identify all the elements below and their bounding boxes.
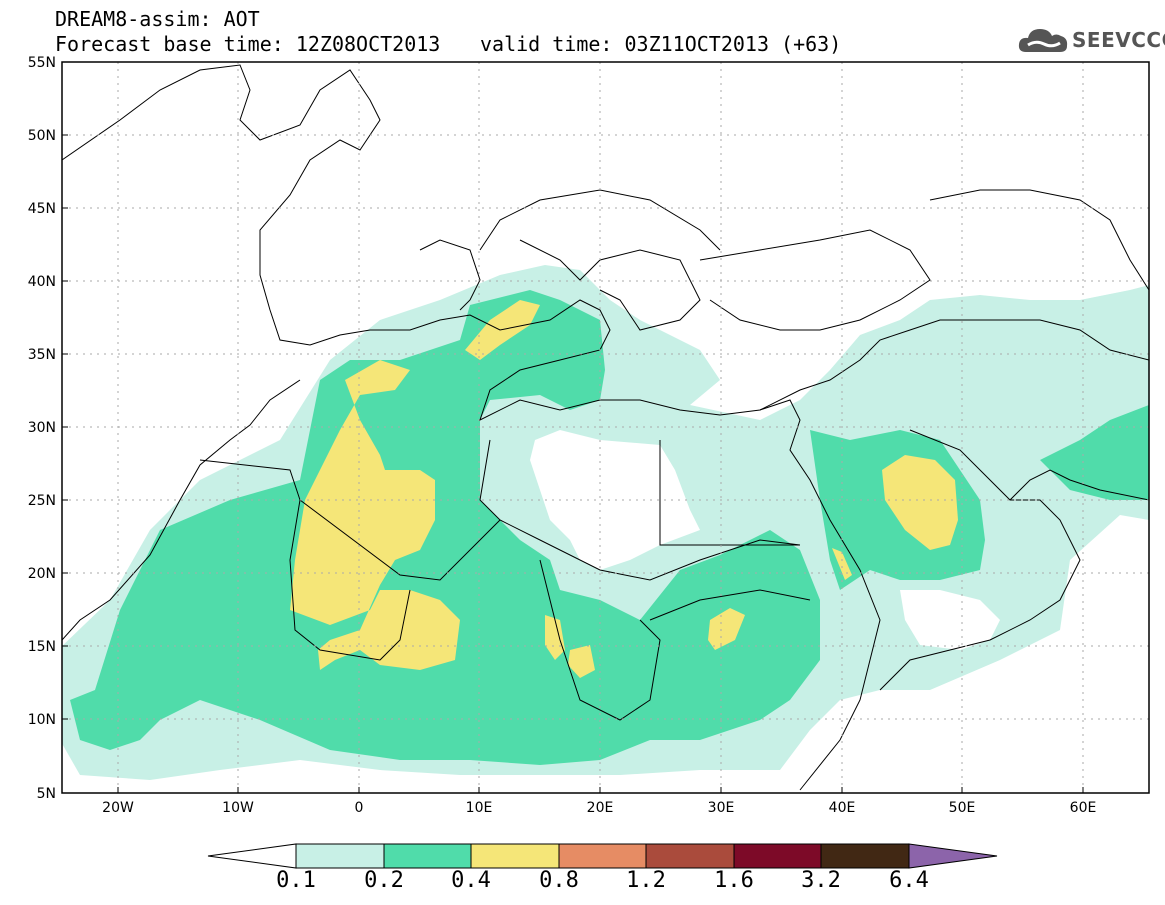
- aot-band-0.4-sudan: [708, 608, 745, 650]
- colorbar: [207, 843, 998, 869]
- colorbar-segment: [558, 843, 647, 869]
- aot-band-0.4-chad: [545, 615, 565, 660]
- gridlines: [62, 62, 1149, 793]
- colorbar-label: 0.1: [276, 868, 316, 893]
- aot-shading: [62, 265, 1149, 780]
- lat-label: 10N: [28, 712, 56, 728]
- lon-label: 60E: [1070, 800, 1097, 816]
- colorbar-label: 0.2: [364, 868, 404, 893]
- colorbar-segment: [470, 843, 560, 869]
- lat-label: 40N: [28, 274, 56, 290]
- lat-label: 15N: [28, 639, 56, 655]
- lon-label: 40E: [829, 800, 856, 816]
- lat-label: 5N: [37, 786, 56, 802]
- lon-label: 20W: [102, 800, 134, 816]
- colorbar-segment: [733, 843, 822, 869]
- colorbar-low-arrow: [207, 843, 297, 869]
- aot-band-0.4-niger: [568, 645, 595, 678]
- colorbar-segment: [645, 843, 735, 869]
- lat-label: 20N: [28, 566, 56, 582]
- lat-label: 45N: [28, 201, 56, 217]
- colorbar-segment: [295, 843, 385, 869]
- aot-hole-oman: [900, 590, 1000, 650]
- lon-label: 10W: [222, 800, 254, 816]
- colorbar-segment: [820, 843, 910, 869]
- lon-label: 30E: [708, 800, 735, 816]
- lat-label: 50N: [28, 128, 56, 144]
- lon-label: 10E: [466, 800, 493, 816]
- colorbar-label: 1.2: [626, 868, 666, 893]
- aot-band-0.2-west: [70, 290, 820, 765]
- aot-band-0.4-algeria: [290, 360, 460, 670]
- lat-label: 25N: [28, 493, 56, 509]
- aot-band-0.4-arabia: [882, 455, 958, 550]
- lat-label: 35N: [28, 347, 56, 363]
- seevccc-logo: SEEVCCC: [1018, 24, 1165, 58]
- lon-label: 20E: [587, 800, 614, 816]
- colorbar-labels: 0.1 0.2 0.4 0.8 1.2 1.6 3.2 6.4: [0, 868, 1165, 898]
- lon-label: 0: [355, 800, 364, 816]
- lon-labels: 20W 10W 0 10E 20E 30E 40E 50E 60E: [102, 800, 1096, 816]
- forecast-base-time: Forecast base time: 12Z08OCT2013: [55, 32, 441, 56]
- lon-label: 50E: [949, 800, 976, 816]
- map-title: DREAM8-assim: AOT: [55, 7, 260, 31]
- colorbar-label: 1.6: [714, 868, 754, 893]
- colorbar-label: 6.4: [889, 868, 929, 893]
- colorbar-high-arrow: [908, 843, 998, 869]
- cloud-icon: [1018, 29, 1068, 52]
- axis-ticks: [62, 61, 1084, 793]
- valid-time: valid time: 03Z11OCT2013 (+63): [480, 32, 842, 56]
- aot-band-0.4-redsea: [832, 548, 852, 580]
- lat-label: 30N: [28, 420, 56, 436]
- lat-labels: 55N 50N 45N 40N 35N 30N 25N 20N 15N 10N …: [28, 55, 56, 802]
- logo-text: SEEVCCC: [1072, 28, 1165, 52]
- colorbar-label: 3.2: [801, 868, 841, 893]
- colorbar-label: 0.8: [539, 868, 579, 893]
- coastlines: [62, 64, 1149, 791]
- colorbar-segment: [383, 843, 472, 869]
- aot-band-0.2-gulf: [1040, 405, 1149, 500]
- lat-label: 55N: [28, 55, 56, 71]
- colorbar-label: 0.4: [451, 868, 491, 893]
